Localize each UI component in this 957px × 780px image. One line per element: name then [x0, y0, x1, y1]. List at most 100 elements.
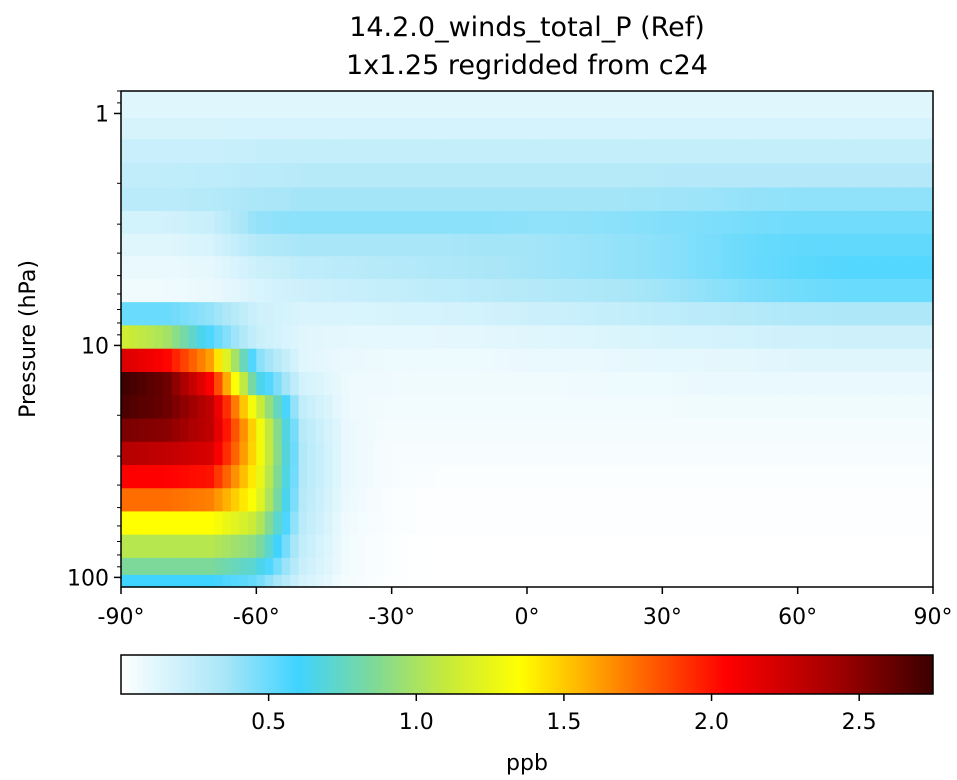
heatmap-cell [696, 534, 706, 559]
heatmap-cell [653, 488, 663, 513]
heatmap-cell [442, 325, 452, 350]
heatmap-cell [383, 256, 393, 280]
heatmap-cell [442, 418, 452, 443]
heatmap-cell [121, 211, 131, 235]
heatmap-cell [899, 233, 909, 257]
heatmap-cell [924, 91, 934, 119]
heatmap-cell [696, 211, 706, 235]
heatmap-cell [865, 465, 875, 489]
heatmap-cell [899, 511, 909, 536]
heatmap-cell [332, 488, 342, 513]
heatmap-cell [636, 574, 647, 588]
heatmap-cell [620, 371, 630, 396]
heatmap-cell [730, 256, 740, 280]
heatmap-cell [916, 117, 926, 140]
heatmap-cell [247, 557, 257, 576]
heatmap-cell [620, 117, 630, 140]
heatmap-cell [467, 395, 477, 420]
heatmap-cell [882, 233, 892, 257]
heatmap-cell [620, 574, 630, 588]
heatmap-cell [188, 465, 198, 489]
heatmap-cell [121, 557, 131, 576]
heatmap-cell [197, 256, 207, 280]
heatmap-cell [839, 395, 850, 420]
heatmap-cell [433, 211, 444, 235]
heatmap-cell [154, 488, 164, 513]
heatmap-cell [129, 278, 139, 303]
heatmap-cell [298, 371, 308, 396]
heatmap-cell [611, 211, 621, 235]
heatmap-cell [230, 233, 241, 257]
heatmap-cell [459, 187, 469, 212]
heatmap-cell [848, 418, 858, 443]
heatmap-cell [645, 534, 655, 559]
heatmap-cell [222, 371, 232, 396]
heatmap-cell [332, 465, 342, 489]
heatmap-cell [848, 139, 858, 164]
heatmap-cell [222, 163, 232, 189]
heatmap-cell [214, 534, 224, 559]
heatmap-cell [493, 163, 503, 189]
heatmap-cell [366, 187, 376, 212]
heatmap-cell [391, 441, 401, 466]
heatmap-cell [433, 534, 444, 559]
heatmap-cell [357, 187, 367, 212]
heatmap-cell [687, 395, 697, 420]
heatmap-cell [205, 278, 215, 303]
heatmap-cell [425, 488, 435, 513]
heatmap-cell [814, 465, 824, 489]
heatmap-cell [907, 139, 917, 164]
heatmap-cell [357, 557, 367, 576]
heatmap-cell [442, 233, 452, 257]
heatmap-cell [577, 395, 587, 420]
heatmap-cell [298, 557, 308, 576]
heatmap-cell [188, 557, 198, 576]
heatmap-cell [730, 278, 740, 303]
heatmap-cell [256, 278, 266, 303]
heatmap-cell [569, 418, 579, 443]
heatmap-cell [916, 348, 926, 373]
heatmap-cell [493, 441, 503, 466]
heatmap-cell [484, 256, 494, 280]
heatmap-cell [797, 139, 807, 164]
heatmap-cell [780, 163, 790, 189]
heatmap-cell [400, 163, 410, 189]
heatmap-cell [594, 117, 604, 140]
heatmap-cell [577, 441, 587, 466]
heatmap-cell [789, 395, 799, 420]
heatmap-cell [163, 511, 173, 536]
heatmap-cell [924, 233, 934, 257]
heatmap-cell [129, 163, 139, 189]
heatmap-cell [730, 117, 740, 140]
heatmap-cell [510, 211, 520, 235]
heatmap-cell [527, 211, 537, 235]
heatmap-cell [611, 348, 621, 373]
heatmap-cell [315, 395, 325, 420]
heatmap-cell [865, 325, 875, 350]
heatmap-cell [273, 511, 283, 536]
heatmap-cell [704, 534, 714, 559]
heatmap-cell [670, 117, 680, 140]
heatmap-cell [780, 117, 790, 140]
heatmap-cell [890, 511, 900, 536]
heatmap-cell [273, 488, 283, 513]
heatmap-cell [611, 371, 621, 396]
heatmap-cell [400, 557, 410, 576]
heatmap-cell [873, 418, 883, 443]
heatmap-cell [180, 557, 190, 576]
heatmap-cell [856, 117, 866, 140]
heatmap-cell [484, 465, 494, 489]
heatmap-cell [535, 348, 545, 373]
heatmap-cell [391, 418, 401, 443]
heatmap-cell [670, 465, 680, 489]
heatmap-cell [197, 278, 207, 303]
heatmap-cell [129, 534, 139, 559]
heatmap-cell [467, 256, 477, 280]
heatmap-cell [527, 574, 537, 588]
heatmap-cell [620, 465, 630, 489]
heatmap-cell [510, 511, 520, 536]
heatmap-cell [586, 511, 596, 536]
heatmap-cell [163, 465, 173, 489]
heatmap-cell [222, 395, 232, 420]
heatmap-cell [256, 488, 266, 513]
